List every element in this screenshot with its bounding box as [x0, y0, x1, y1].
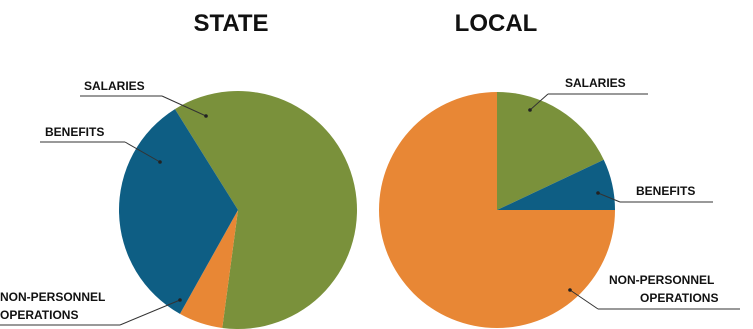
state-pie [118, 90, 358, 329]
state-nonpersonnel-label-line2: OPERATIONS [0, 308, 78, 322]
local-slice-salaries [497, 92, 604, 210]
local-nonpersonnel-label-line1: NON-PERSONNEL [609, 273, 714, 287]
state-nonpersonnel-label-line1: NON-PERSONNEL [0, 290, 105, 304]
local-label-benefits: BENEFITS [596, 184, 713, 203]
state-title: STATE [193, 10, 268, 37]
state-slice-non-personnel-operations [179, 210, 238, 328]
local-title: LOCAL [455, 10, 538, 37]
state-label-salaries: SALARIES [80, 79, 208, 118]
state-salaries-label: SALARIES [84, 79, 145, 93]
state-slice-benefits [118, 109, 238, 314]
state-benefits-label: BENEFITS [45, 125, 104, 139]
local-salaries-label: SALARIES [565, 76, 626, 90]
local-label-salaries: SALARIES [528, 76, 648, 112]
local-benefits-label: BENEFITS [636, 184, 695, 198]
local-pie [379, 92, 615, 328]
local-nonpersonnel-label-line2: OPERATIONS [640, 291, 718, 305]
local-slice-benefits [497, 159, 615, 210]
local-slice-non-personnel-operations [379, 92, 615, 328]
state-label-non-personnel: NON-PERSONNEL OPERATIONS [0, 290, 182, 326]
state-label-benefits: BENEFITS [40, 125, 162, 164]
local-label-non-personnel: NON-PERSONNEL OPERATIONS [568, 273, 740, 310]
state-slice-salaries [174, 90, 358, 329]
